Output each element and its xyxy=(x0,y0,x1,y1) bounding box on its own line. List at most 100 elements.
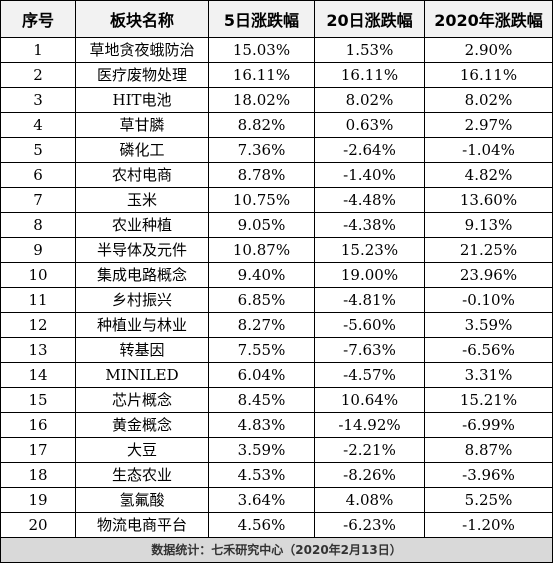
row-index: 1 xyxy=(0,37,76,63)
change-2020: 9.13% xyxy=(424,212,553,238)
sector-name: MINILED xyxy=(75,362,209,388)
table-row: 9 半导体及元件 10.87% 15.23% 21.25% xyxy=(0,237,553,263)
change-20day: -5.60% xyxy=(314,312,425,338)
change-5day: 4.53% xyxy=(208,462,315,488)
table-row: 11 乡村振兴 6.85% -4.81% -0.10% xyxy=(0,287,553,313)
change-20day: -4.38% xyxy=(314,212,425,238)
change-20day: 1.53% xyxy=(314,37,425,63)
change-5day: 6.85% xyxy=(208,287,315,313)
change-20day: -7.63% xyxy=(314,337,425,363)
header-20day-change: 20日涨跌幅 xyxy=(314,0,425,38)
table-row: 1 草地贪夜蛾防治 15.03% 1.53% 2.90% xyxy=(0,37,553,63)
change-5day: 18.02% xyxy=(208,87,315,113)
row-index: 8 xyxy=(0,212,76,238)
change-20day: -8.26% xyxy=(314,462,425,488)
change-2020: 13.60% xyxy=(424,187,553,213)
change-5day: 7.55% xyxy=(208,337,315,363)
row-index: 20 xyxy=(0,512,76,538)
change-20day: -2.64% xyxy=(314,137,425,163)
table-row: 16 黄金概念 4.83% -14.92% -6.99% xyxy=(0,412,553,438)
row-index: 3 xyxy=(0,87,76,113)
change-5day: 6.04% xyxy=(208,362,315,388)
change-5day: 10.87% xyxy=(208,237,315,263)
sector-name: 草甘膦 xyxy=(75,112,209,138)
change-5day: 9.05% xyxy=(208,212,315,238)
row-index: 11 xyxy=(0,287,76,313)
change-5day: 3.64% xyxy=(208,487,315,513)
sector-name: 黄金概念 xyxy=(75,412,209,438)
change-5day: 8.78% xyxy=(208,162,315,188)
table-row: 20 物流电商平台 4.56% -6.23% -1.20% xyxy=(0,512,553,538)
sector-name: 氢氟酸 xyxy=(75,487,209,513)
change-2020: 3.59% xyxy=(424,312,553,338)
sector-name: 大豆 xyxy=(75,437,209,463)
change-20day: -1.40% xyxy=(314,162,425,188)
row-index: 18 xyxy=(0,462,76,488)
change-2020: -0.10% xyxy=(424,287,553,313)
source-note: 数据统计：七禾研究中心（2020年2月13日） xyxy=(0,537,553,563)
sector-name: 半导体及元件 xyxy=(75,237,209,263)
change-20day: 16.11% xyxy=(314,62,425,88)
table-row: 3 HIT电池 18.02% 8.02% 8.02% xyxy=(0,87,553,113)
sector-name: 芯片概念 xyxy=(75,387,209,413)
change-2020: 3.31% xyxy=(424,362,553,388)
change-20day: -4.57% xyxy=(314,362,425,388)
row-index: 9 xyxy=(0,237,76,263)
change-5day: 4.56% xyxy=(208,512,315,538)
change-20day: -6.23% xyxy=(314,512,425,538)
table-row: 4 草甘膦 8.82% 0.63% 2.97% xyxy=(0,112,553,138)
change-20day: 15.23% xyxy=(314,237,425,263)
change-2020: 2.90% xyxy=(424,37,553,63)
change-2020: 23.96% xyxy=(424,262,553,288)
sector-name: 医疗废物处理 xyxy=(75,62,209,88)
change-20day: 8.02% xyxy=(314,87,425,113)
table-row: 19 氢氟酸 3.64% 4.08% 5.25% xyxy=(0,487,553,513)
change-20day: -4.48% xyxy=(314,187,425,213)
table-row: 5 磷化工 7.36% -2.64% -1.04% xyxy=(0,137,553,163)
sector-name: 农村电商 xyxy=(75,162,209,188)
sector-name: 乡村振兴 xyxy=(75,287,209,313)
row-index: 5 xyxy=(0,137,76,163)
row-index: 16 xyxy=(0,412,76,438)
table-row: 2 医疗废物处理 16.11% 16.11% 16.11% xyxy=(0,62,553,88)
row-index: 13 xyxy=(0,337,76,363)
sector-name: HIT电池 xyxy=(75,87,209,113)
row-index: 6 xyxy=(0,162,76,188)
row-index: 7 xyxy=(0,187,76,213)
table-row: 15 芯片概念 8.45% 10.64% 15.21% xyxy=(0,387,553,413)
change-5day: 4.83% xyxy=(208,412,315,438)
table-row: 6 农村电商 8.78% -1.40% 4.82% xyxy=(0,162,553,188)
change-20day: -4.81% xyxy=(314,287,425,313)
change-5day: 10.75% xyxy=(208,187,315,213)
change-5day: 8.45% xyxy=(208,387,315,413)
change-20day: 4.08% xyxy=(314,487,425,513)
row-index: 17 xyxy=(0,437,76,463)
change-2020: -1.20% xyxy=(424,512,553,538)
change-2020: 16.11% xyxy=(424,62,553,88)
header-row: 序号 板块名称 5日涨跌幅 20日涨跌幅 2020年涨跌幅 xyxy=(0,0,553,38)
row-index: 4 xyxy=(0,112,76,138)
row-index: 12 xyxy=(0,312,76,338)
change-2020: 2.97% xyxy=(424,112,553,138)
header-2020-change: 2020年涨跌幅 xyxy=(424,0,553,38)
table-row: 18 生态农业 4.53% -8.26% -3.96% xyxy=(0,462,553,488)
table-row: 10 集成电路概念 9.40% 19.00% 23.96% xyxy=(0,262,553,288)
change-20day: -2.21% xyxy=(314,437,425,463)
change-2020: -1.04% xyxy=(424,137,553,163)
sector-name: 种植业与林业 xyxy=(75,312,209,338)
change-5day: 7.36% xyxy=(208,137,315,163)
change-20day: 19.00% xyxy=(314,262,425,288)
change-2020: 15.21% xyxy=(424,387,553,413)
change-2020: 8.02% xyxy=(424,87,553,113)
change-5day: 16.11% xyxy=(208,62,315,88)
table-body: 1 草地贪夜蛾防治 15.03% 1.53% 2.90% 2 医疗废物处理 16.11% 16.… xyxy=(0,37,553,538)
change-2020: 5.25% xyxy=(424,487,553,513)
header-index: 序号 xyxy=(0,0,76,38)
sector-name: 转基因 xyxy=(75,337,209,363)
row-index: 14 xyxy=(0,362,76,388)
change-5day: 15.03% xyxy=(208,37,315,63)
table-row: 17 大豆 3.59% -2.21% 8.87% xyxy=(0,437,553,463)
change-2020: -3.96% xyxy=(424,462,553,488)
